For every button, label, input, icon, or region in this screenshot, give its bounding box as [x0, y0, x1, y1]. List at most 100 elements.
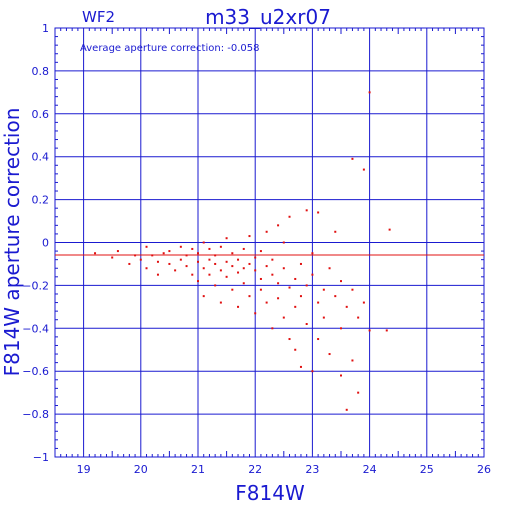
data-point — [151, 254, 154, 257]
data-point — [94, 252, 97, 255]
data-point — [271, 258, 274, 261]
data-point — [208, 258, 211, 261]
data-point — [254, 256, 257, 259]
data-point — [294, 277, 297, 280]
data-point — [179, 258, 182, 261]
data-point — [334, 230, 337, 233]
data-point — [368, 91, 371, 94]
data-point — [277, 224, 280, 227]
data-point — [254, 269, 257, 272]
data-point — [322, 316, 325, 319]
data-point — [191, 273, 194, 276]
x-tick-label: 24 — [363, 463, 377, 476]
chart-title: m33_u2xr07 — [205, 5, 331, 29]
data-point — [197, 280, 199, 283]
x-tick-label: 23 — [305, 463, 319, 476]
data-point — [328, 267, 331, 270]
data-point — [174, 269, 177, 272]
x-tick-label: 25 — [420, 463, 434, 476]
x-tick-label: 26 — [477, 463, 491, 476]
data-point — [299, 295, 302, 298]
data-point — [282, 241, 285, 244]
x-tick-label: 21 — [191, 463, 205, 476]
data-point — [237, 305, 240, 308]
data-point — [368, 329, 371, 332]
data-point — [265, 301, 268, 304]
data-point — [111, 256, 114, 259]
data-point — [259, 277, 262, 280]
data-point — [134, 254, 137, 257]
data-point — [254, 312, 257, 315]
data-point — [334, 295, 337, 298]
data-point — [388, 228, 391, 231]
data-point — [128, 262, 131, 265]
data-point — [311, 252, 314, 255]
data-point — [214, 262, 217, 265]
data-point — [362, 168, 365, 171]
data-point — [219, 301, 222, 304]
data-point — [288, 338, 291, 341]
data-point — [202, 241, 205, 244]
data-point — [385, 329, 388, 332]
data-point — [317, 211, 320, 214]
data-point — [242, 267, 245, 270]
data-point — [351, 288, 354, 291]
data-point — [145, 245, 148, 248]
x-axis-label: F814W — [235, 481, 305, 505]
data-point — [208, 247, 211, 250]
y-tick-label: −0.4 — [22, 322, 49, 335]
data-point — [265, 230, 268, 233]
data-point — [242, 282, 245, 285]
data-point — [345, 408, 348, 411]
data-point — [271, 327, 274, 330]
data-point — [197, 260, 199, 263]
data-point — [168, 262, 171, 265]
data-point — [219, 269, 222, 272]
data-point — [362, 301, 365, 304]
data-point — [277, 282, 280, 285]
data-point — [351, 359, 354, 362]
data-point — [305, 284, 308, 287]
data-point — [357, 391, 360, 394]
data-point — [357, 316, 360, 319]
data-point — [168, 250, 171, 253]
average-annotation: Average aperture correction: -0.058 — [80, 43, 260, 54]
data-point — [237, 258, 240, 261]
data-point — [311, 370, 314, 373]
y-tick-label: 0.4 — [32, 151, 50, 164]
data-point — [351, 157, 354, 160]
data-point — [248, 295, 251, 298]
data-point — [248, 262, 251, 265]
data-point — [179, 245, 182, 248]
y-tick-label: 0.8 — [32, 65, 50, 78]
x-tick-label: 20 — [134, 463, 148, 476]
panel-label: WF2 — [82, 8, 115, 26]
y-axis-label: F814W aperture correction — [0, 108, 24, 377]
data-point — [185, 254, 188, 257]
y-tick-label: −0.6 — [22, 365, 49, 378]
data-point — [265, 265, 268, 268]
data-point — [277, 297, 280, 300]
data-point — [225, 275, 228, 278]
y-tick-label: −0.2 — [22, 279, 49, 292]
data-point — [317, 301, 320, 304]
data-point — [162, 252, 165, 255]
data-point — [259, 250, 262, 253]
data-point — [214, 284, 217, 287]
data-point — [317, 338, 320, 341]
y-tick-label: 0.6 — [32, 108, 50, 121]
data-point — [156, 260, 159, 263]
data-point — [185, 265, 188, 268]
data-point — [345, 305, 348, 308]
data-point — [288, 215, 291, 218]
y-tick-label: 0 — [42, 237, 49, 250]
data-point — [248, 235, 251, 238]
x-tick-label: 19 — [77, 463, 91, 476]
data-point — [322, 288, 325, 291]
data-point — [288, 286, 291, 289]
data-point — [282, 267, 285, 270]
y-tick-label: 0.2 — [32, 194, 50, 207]
data-point — [328, 353, 331, 356]
data-point — [299, 262, 302, 265]
plot-area: 19 20 21 22 23 24 25 26 1 0.8 0.6 0.4 0.2 0 −0.2 −0.4 −0… — [22, 22, 491, 476]
